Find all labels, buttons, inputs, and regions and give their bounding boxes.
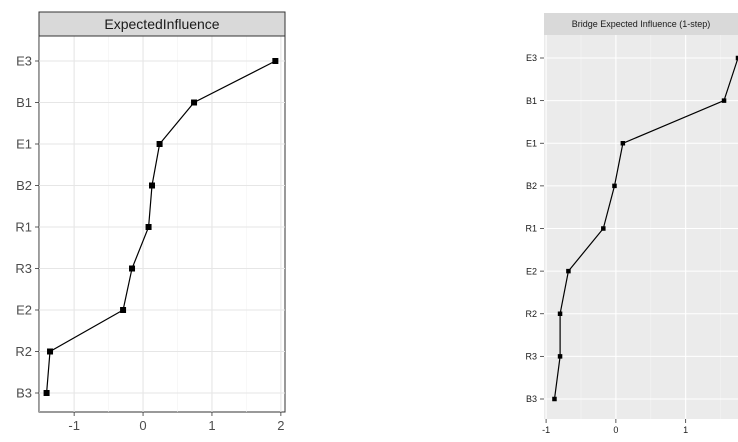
y-tick-label: R2 xyxy=(15,344,32,359)
x-tick-label: 1 xyxy=(683,425,688,435)
data-point xyxy=(145,224,152,230)
plot-area xyxy=(38,35,286,413)
y-tick-label: E2 xyxy=(526,266,537,276)
data-point xyxy=(552,396,557,402)
plot-area xyxy=(544,35,738,419)
y-tick-label: E1 xyxy=(16,137,32,152)
data-point xyxy=(612,183,617,189)
data-point xyxy=(566,268,571,274)
data-point xyxy=(272,58,279,64)
data-point xyxy=(735,55,738,61)
data-point xyxy=(149,182,156,189)
data-point xyxy=(156,141,163,147)
y-tick-label: R3 xyxy=(15,261,32,276)
data-point xyxy=(47,348,54,355)
x-tick-label: -1 xyxy=(542,425,550,435)
x-tick-label: -1 xyxy=(68,418,80,433)
y-tick-label: R1 xyxy=(525,224,537,234)
y-tick-label: E2 xyxy=(16,303,32,318)
y-tick-label: B3 xyxy=(526,394,537,404)
x-tick-label: 2 xyxy=(277,418,284,433)
y-tick-label: B2 xyxy=(526,181,537,191)
y-tick-label: B2 xyxy=(16,178,32,193)
y-tick-label: E1 xyxy=(526,138,537,148)
y-tick-label: B3 xyxy=(16,386,32,401)
data-point xyxy=(120,307,127,313)
y-tick-label: E3 xyxy=(526,53,537,63)
data-point xyxy=(557,311,563,316)
strip-header xyxy=(38,11,286,37)
data-point xyxy=(601,226,606,231)
y-tick-label: B1 xyxy=(16,95,32,110)
strip-header xyxy=(544,13,738,35)
data-point xyxy=(620,141,626,146)
data-point xyxy=(557,354,563,359)
y-tick-label: E3 xyxy=(16,54,32,69)
chart-title: ExpectedInfluence xyxy=(104,16,219,32)
data-point xyxy=(129,265,136,272)
data-point xyxy=(43,390,50,396)
chart-title: Bridge Expected Influence (1-step) xyxy=(572,19,711,29)
x-tick-label: 0 xyxy=(139,418,146,433)
x-tick-label: 1 xyxy=(208,418,215,433)
x-tick-label: 0 xyxy=(613,425,618,435)
bridge-expected-influence-chart: Bridge Expected Influence (1-step) E3 B1 E1… xyxy=(525,13,738,435)
y-tick-label: B1 xyxy=(526,96,537,106)
y-tick-label: R2 xyxy=(525,309,537,319)
y-tick-label: R1 xyxy=(15,220,32,235)
y-tick-label: R3 xyxy=(525,352,537,362)
expected-influence-chart: ExpectedInfluence E3 B1 E1 B2 R1 R3 E2 R2 B3 -1 0 1 2 xyxy=(15,11,286,433)
data-point xyxy=(721,98,727,103)
data-point xyxy=(191,99,198,106)
